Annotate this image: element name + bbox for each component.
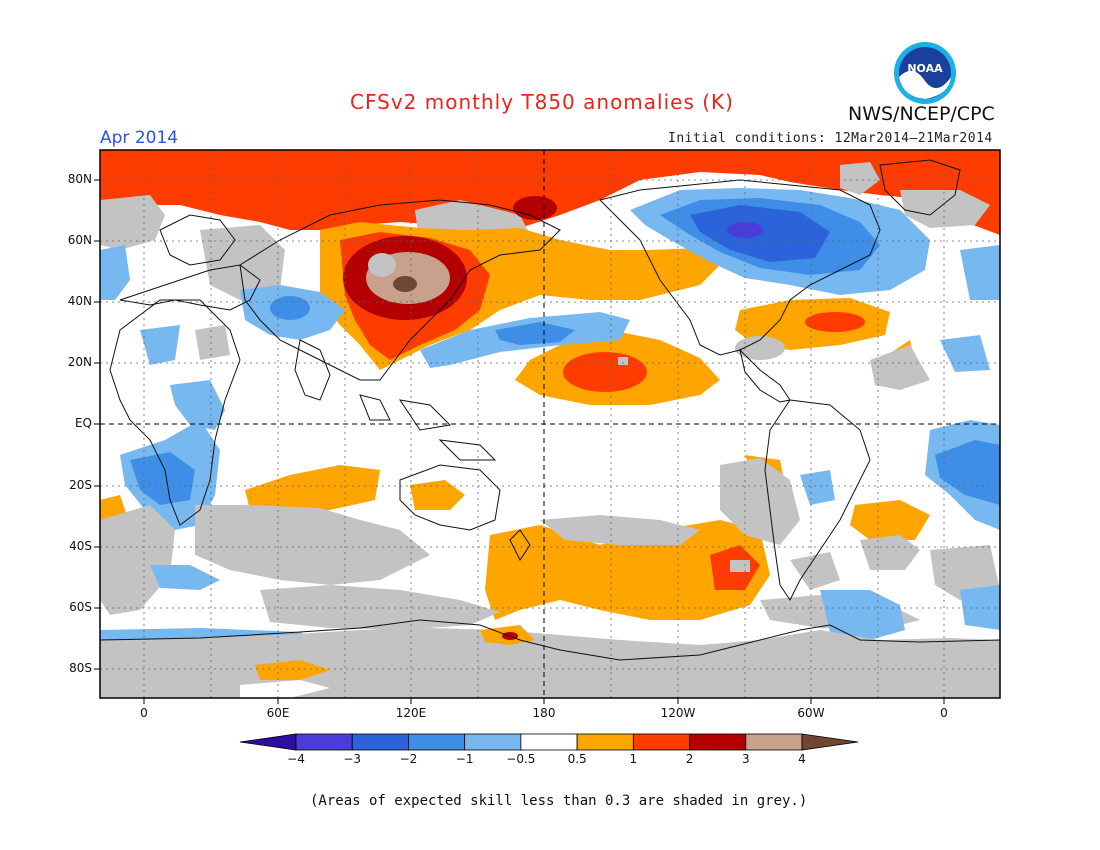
lon-label-60e: 60E	[266, 706, 290, 720]
coastlines	[100, 159, 1000, 661]
middle-east-grey	[195, 325, 230, 360]
lon-label-180: 180	[532, 706, 556, 720]
low-skill-south-indian	[195, 505, 430, 585]
lat-label-80s: 80S	[69, 661, 92, 675]
low-skill-south-america	[720, 458, 800, 545]
map-title: CFSv2 monthly T850 anomalies (K)	[350, 90, 734, 114]
colorbar-label: −3	[343, 752, 362, 766]
lat-label-eq: EQ	[74, 416, 92, 430]
low-skill-pacific-south	[790, 552, 840, 590]
low-skill-south-pacific-west	[540, 515, 700, 545]
forecast-month: Apr 2014	[100, 128, 179, 148]
low-skill-arctic-canada	[840, 162, 880, 195]
low-skill-gulf	[735, 336, 785, 360]
atlantic-east-cool	[960, 245, 1000, 300]
beringia-very-warm-anomaly	[513, 196, 557, 220]
colorbar-label: 1	[629, 752, 638, 766]
north-africa-cool	[140, 325, 180, 365]
north-pacific-strong-warm	[563, 352, 647, 392]
low-skill-arctic-scandinavia	[200, 225, 285, 300]
southern-ocean-cool-east	[820, 590, 905, 640]
antarctic-warm-patch	[255, 660, 330, 680]
lat-label-80n: 80N	[67, 172, 92, 186]
south-america-east-cool	[800, 470, 835, 505]
colorbar-label: −2	[399, 752, 418, 766]
tick-marks	[94, 179, 945, 704]
southern-ocean-cool-west	[150, 565, 220, 590]
noaa-logo-text: NOAA	[907, 62, 943, 75]
asia-max-warm-anomaly	[393, 276, 417, 292]
noaa-logo: NOAA	[894, 42, 956, 104]
lat-label-40n: 40N	[67, 294, 92, 308]
lat-label-60n: 60N	[67, 233, 92, 247]
lon-label-60w: 60W	[797, 706, 825, 720]
antarctic-white-gap	[240, 680, 330, 698]
colorbar-label: 4	[798, 752, 806, 766]
low-skill-southern-ocean-west	[100, 505, 175, 615]
africa-equatorial-cool	[170, 380, 225, 430]
arctic-warm-anomaly	[100, 150, 1000, 235]
south-pacific-warm-anomaly	[485, 520, 770, 620]
low-skill-arctic-east	[900, 190, 990, 228]
colorbar-label: 0.5	[567, 752, 587, 766]
reference-lines	[100, 150, 1000, 698]
atlantic-equatorial-cool-core	[935, 440, 1000, 505]
colorbar-label: −4	[287, 752, 305, 766]
colorbar-label: 3	[741, 752, 750, 766]
colorbar-label: −1	[455, 752, 474, 766]
colorbar-label: −0.5	[506, 752, 536, 766]
low-skill-pacific-spot	[618, 357, 628, 365]
lon-label-120w: 120W	[660, 706, 696, 720]
skill-footnote: (Areas of expected skill less than 0.3 a…	[310, 793, 808, 809]
low-skill-asia-interior	[368, 253, 396, 277]
low-skill-south-pacific-spot	[730, 560, 750, 572]
low-skill-arctic-west	[100, 195, 165, 250]
europe-cool-core	[270, 296, 310, 320]
north-atlantic-strong-warm	[805, 312, 865, 332]
north-pacific-cool-core	[495, 322, 575, 345]
south-atlantic-east-warm	[850, 500, 930, 540]
lat-label-40s: 40S	[69, 539, 92, 553]
lat-label-20n: 20N	[67, 355, 92, 369]
agency-label: NWS/NCEP/CPC	[848, 103, 995, 125]
australia-warm-anomaly	[410, 480, 465, 510]
low-skill-south-atlantic	[860, 535, 920, 570]
initial-conditions: Initial conditions: 12Mar2014–21Mar2014	[668, 131, 993, 146]
low-skill-south-atlantic-east	[930, 545, 1000, 600]
lon-label-0-east: 0	[940, 706, 948, 720]
gridlines	[100, 150, 1000, 698]
southern-ocean-cool-east2	[960, 585, 1000, 630]
colorbar-label: 2	[685, 752, 694, 766]
lon-label-0: 0	[140, 706, 148, 720]
south-atlantic-cool-core	[130, 452, 195, 505]
low-skill-atlantic-patch	[870, 345, 930, 390]
indian-ocean-warm-anomaly	[245, 465, 380, 515]
west-europe-cool-anomaly	[100, 245, 130, 300]
antarctic-low-skill	[100, 628, 1000, 698]
lon-label-120e: 120E	[395, 706, 427, 720]
lat-label-20s: 20S	[69, 478, 92, 492]
low-skill-southern-ocean-central	[260, 585, 500, 630]
lat-label-60s: 60S	[69, 600, 92, 614]
